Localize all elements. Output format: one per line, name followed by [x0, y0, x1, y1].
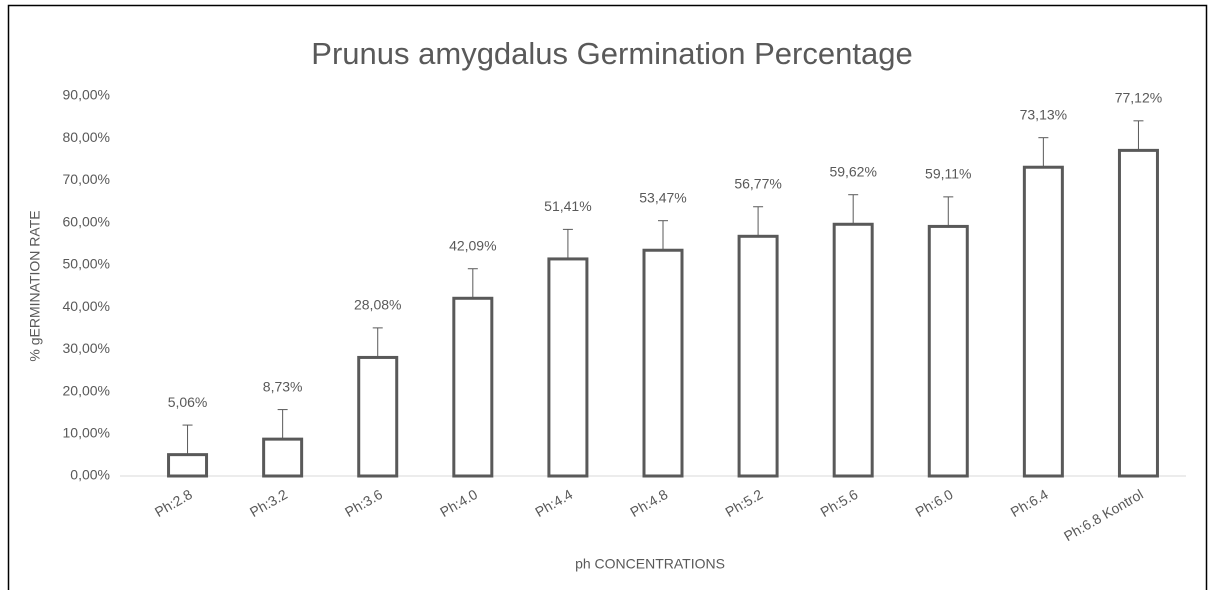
- y-tick-label: 70,00%: [63, 171, 110, 187]
- chart-frame: [7, 4, 1208, 590]
- data-label: 28,08%: [354, 297, 401, 313]
- y-tick-label: 80,00%: [63, 129, 110, 145]
- data-label: 42,09%: [449, 237, 496, 253]
- y-tick-label: 0,00%: [70, 467, 110, 483]
- bar: [357, 355, 399, 478]
- data-label: 73,13%: [1020, 106, 1067, 122]
- bar: [167, 453, 209, 478]
- y-tick-label: 20,00%: [63, 382, 110, 398]
- y-tick-label: 60,00%: [63, 213, 110, 229]
- y-tick-label: 10,00%: [63, 424, 110, 440]
- bar: [1117, 148, 1159, 478]
- data-label: 56,77%: [734, 175, 781, 191]
- data-label: 59,11%: [925, 166, 971, 182]
- bar: [262, 437, 304, 478]
- x-axis-label: ph CONCENTRATIONS: [575, 556, 725, 572]
- bar: [452, 296, 494, 478]
- y-tick-label: 30,00%: [63, 340, 110, 356]
- data-label: 51,41%: [544, 198, 591, 214]
- chart-title: Prunus amygdalus Germination Percentage: [311, 36, 912, 71]
- y-tick-label: 40,00%: [63, 298, 110, 314]
- bar: [927, 224, 969, 478]
- bar: [642, 248, 684, 478]
- y-tick-label: 90,00%: [63, 87, 110, 103]
- bar: [547, 257, 589, 478]
- data-label: 59,62%: [829, 163, 876, 179]
- y-axis-label: % gERMINATION RATE: [27, 210, 43, 361]
- data-label: 53,47%: [639, 189, 686, 205]
- data-label: 77,12%: [1115, 90, 1162, 106]
- bar: [737, 234, 779, 478]
- y-tick-label: 50,00%: [63, 256, 110, 272]
- data-label: 5,06%: [168, 394, 208, 410]
- bar: [832, 222, 874, 478]
- data-label: 8,73%: [263, 378, 303, 394]
- bar: [1022, 165, 1064, 478]
